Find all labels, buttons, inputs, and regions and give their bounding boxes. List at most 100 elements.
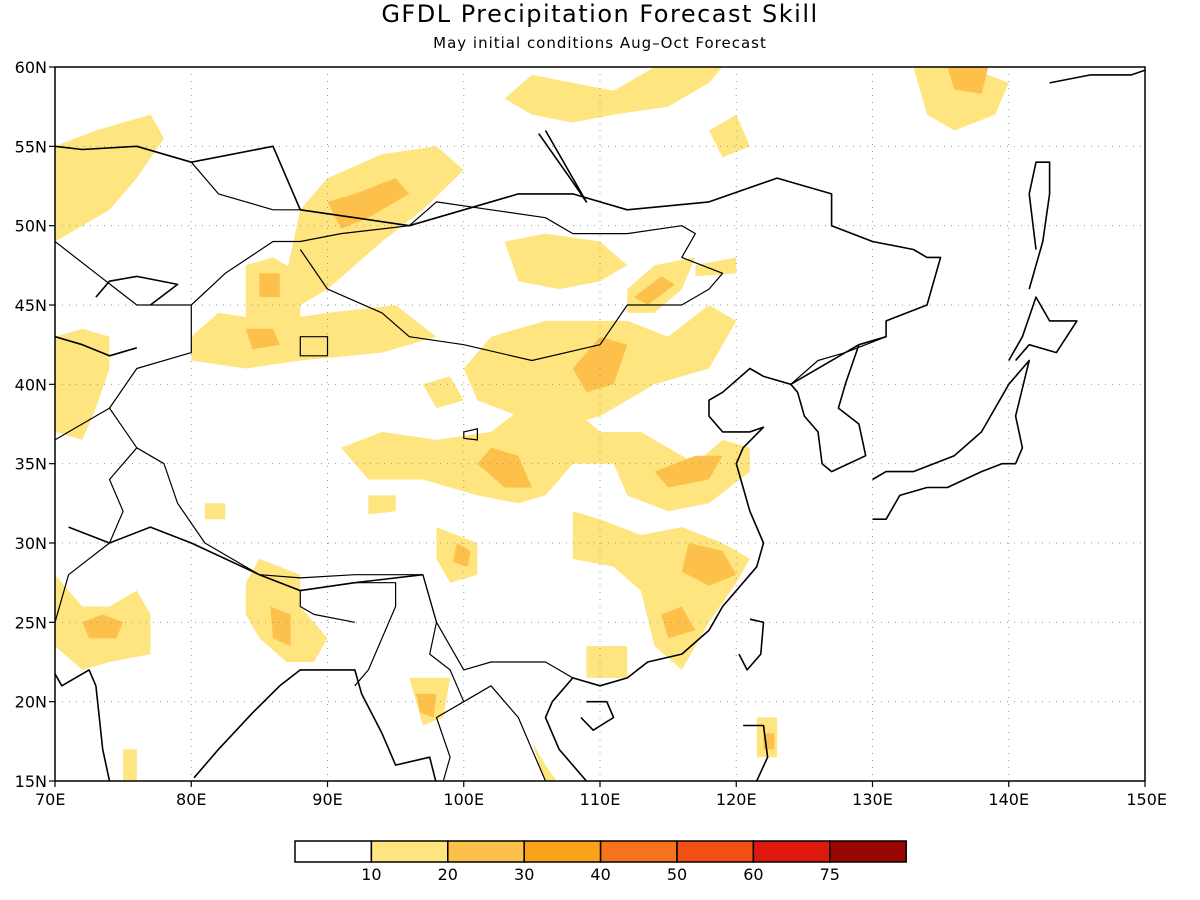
y-tick-label-6: 45N: [15, 296, 47, 315]
border-5: [299, 590, 355, 623]
y-tick-label-5: 40N: [15, 375, 47, 394]
coastline-10: [193, 685, 281, 779]
coastline-1: [790, 344, 867, 473]
skill-region-30: [572, 336, 628, 393]
y-tick-label-8: 55N: [15, 137, 47, 156]
colorbar-swatch-3: [523, 840, 602, 863]
border-6: [422, 574, 465, 781]
colorbar-label-2: 30: [514, 865, 534, 884]
coastline-8: [743, 724, 769, 781]
skill-region-5: [709, 114, 750, 158]
y-tick-label-9: 60N: [15, 58, 47, 77]
coastline-14: [95, 275, 179, 306]
colorbar-label-3: 40: [590, 865, 610, 884]
y-tick-label-1: 20N: [15, 693, 47, 712]
colorbar-swatch-7: [829, 840, 907, 863]
border-7: [463, 685, 547, 781]
skill-region-19: [55, 328, 110, 440]
skill-region-23: [123, 749, 137, 781]
colorbar: 10 20 30 40 50 60 75: [294, 840, 907, 884]
skill-region-11: [341, 400, 750, 512]
chart-title: GFDL Precipitation Forecast Skill: [381, 0, 819, 28]
colorbar-swatch-1: [370, 840, 449, 863]
x-tick-label-5: 120E: [716, 790, 757, 809]
y-tick-label-4: 35N: [15, 455, 47, 474]
x-tick-label-3: 100E: [443, 790, 484, 809]
skill-region-12: [422, 376, 464, 409]
y-tick-label-7: 50N: [15, 217, 47, 236]
skill-region-13: [368, 495, 396, 515]
colorbar-label-1: 20: [438, 865, 458, 884]
skill-region-17: [245, 558, 328, 662]
x-tick-label-0: 70E: [35, 790, 65, 809]
border-2: [55, 407, 110, 441]
border-4: [354, 582, 397, 687]
skill-region-26: [245, 328, 280, 350]
x-tick-label-4: 110E: [580, 790, 621, 809]
lake-0: [299, 336, 329, 357]
coastline-4: [1028, 161, 1051, 290]
coastline-6: [580, 700, 615, 732]
skill-region-0: [55, 114, 164, 242]
coastline-7: [738, 618, 765, 671]
skill-region-37: [82, 614, 124, 639]
coastline-12: [95, 685, 111, 781]
border-9: [190, 161, 301, 211]
coastline-9: [279, 669, 437, 781]
skill-region-1: [286, 146, 464, 305]
skill-region-34: [681, 543, 737, 586]
x-tick-label-8: 150E: [1126, 790, 1167, 809]
skill-shading: [55, 67, 1009, 781]
skill-region-31: [477, 447, 532, 488]
coastline-13: [538, 130, 588, 203]
skill-region-4: [504, 67, 723, 123]
coastline-3: [1008, 296, 1078, 362]
x-tick-label-2: 90E: [312, 790, 342, 809]
x-tick-label-1: 80E: [176, 790, 206, 809]
skill-region-27: [259, 273, 280, 298]
coastline-15: [55, 335, 138, 357]
chart-subtitle: May initial conditions Aug–Oct Forecast: [433, 34, 767, 52]
y-axis: 15N 20N 25N 30N 35N 40N 45N 50N 55N 60N: [15, 58, 55, 791]
skill-region-36: [270, 606, 291, 647]
x-axis: 70E 80E 90E 100E 110E 120E 130E 140E 150E: [35, 781, 1167, 809]
skill-region-32: [654, 455, 723, 488]
y-tick-label-0: 15N: [15, 772, 47, 791]
skill-region-29: [634, 276, 675, 305]
map-outlines: [55, 69, 1145, 781]
colorbar-swatch-5: [676, 840, 755, 863]
border-3: [55, 447, 138, 623]
y-tick-label-2: 25N: [15, 613, 47, 632]
skill-region-6: [913, 67, 1009, 131]
skill-region-7: [504, 233, 628, 290]
skill-region-21: [531, 741, 557, 781]
y-tick-label-3: 30N: [15, 534, 47, 553]
coastline-0: [55, 145, 942, 781]
border-1: [108, 305, 574, 679]
colorbar-label-4: 50: [667, 865, 687, 884]
x-tick-label-7: 140E: [988, 790, 1029, 809]
colorbar-swatch-6: [752, 840, 831, 863]
skill-region-9: [695, 257, 737, 277]
skill-region-16: [586, 646, 628, 678]
colorbar-label-5: 60: [743, 865, 763, 884]
skill-region-24: [204, 503, 226, 520]
gridlines: [55, 67, 1145, 781]
border-0: [55, 201, 724, 362]
colorbar-swatch-2: [447, 840, 525, 863]
coastline-16: [68, 526, 423, 592]
border-8: [790, 336, 887, 385]
coastline-11: [55, 654, 97, 687]
x-tick-label-6: 130E: [852, 790, 893, 809]
colorbar-label-6: 75: [820, 865, 840, 884]
coastline-5: [1049, 69, 1145, 84]
lake-1: [463, 428, 478, 441]
colorbar-swatch-0: [294, 840, 373, 863]
skill-region-28: [947, 67, 989, 94]
skill-region-38: [416, 693, 437, 718]
colorbar-swatch-4: [599, 840, 678, 863]
coastline-2: [872, 359, 1030, 521]
colorbar-label-0: 10: [361, 865, 381, 884]
skill-region-33: [452, 543, 471, 567]
